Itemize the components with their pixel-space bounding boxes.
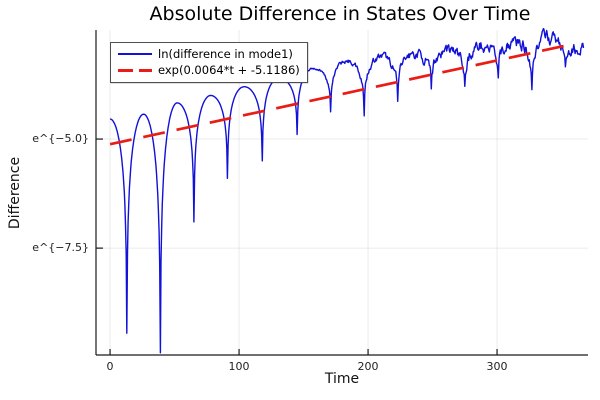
x-tick-label: 0	[106, 360, 114, 373]
fit-line-dashed	[109, 44, 566, 146]
y-tick-label: e^{−7.5}	[32, 241, 89, 255]
x-tick-label: 100	[228, 360, 250, 373]
legend: ln(difference in mode1) exp(0.0064*t + -…	[110, 42, 308, 83]
legend-entry-mode1: ln(difference in mode1)	[118, 46, 307, 62]
x-axis-title: Time	[324, 371, 360, 387]
x-tick-label: 300	[486, 360, 508, 373]
legend-label-mode1: ln(difference in mode1)	[158, 47, 293, 61]
y-tick-label: e^{−5.0}	[32, 132, 89, 146]
legend-line-sample-solid-icon	[118, 52, 152, 56]
legend-entry-fit: exp(0.0064*t + -5.1186)	[118, 62, 307, 78]
y-axis-title: Difference	[7, 156, 23, 230]
x-tick-label: 200	[357, 360, 379, 373]
chart-title: Absolute Difference in States Over Time	[149, 3, 531, 25]
legend-line-sample-dashed-icon	[118, 68, 152, 72]
legend-label-fit: exp(0.0064*t + -5.1186)	[158, 63, 300, 77]
